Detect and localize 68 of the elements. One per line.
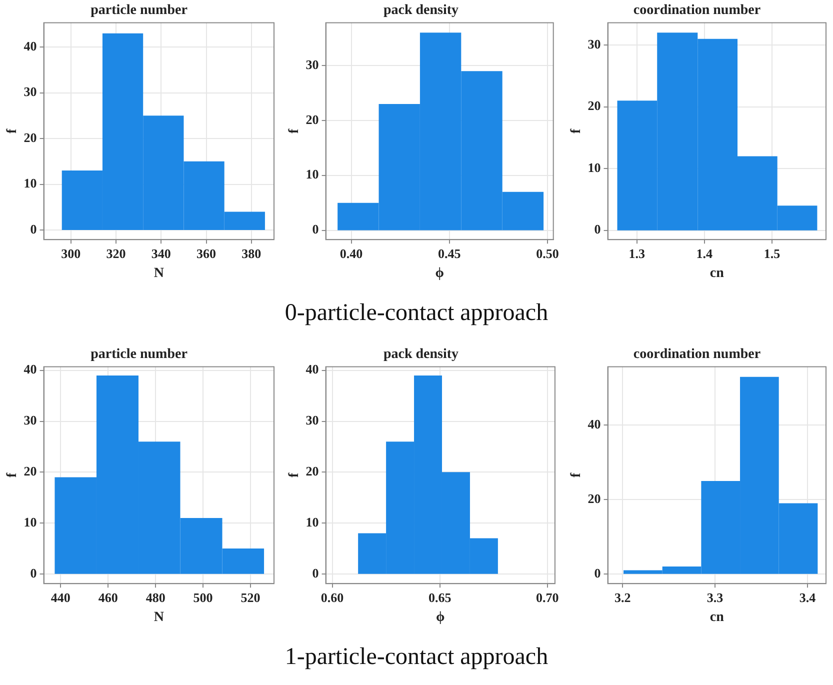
x-tick-label: 3.3 [706,590,724,605]
x-axis-title: ϕ [435,266,444,282]
chart-title: particle number [90,3,188,18]
x-axis-title: cn [710,610,724,626]
chart-title: coordination number [633,3,761,18]
x-axis-title: ϕ [436,610,446,626]
x-tick-label: 340 [151,246,171,261]
y-tick-label: 10 [306,514,319,530]
x-axis-title: N [154,266,164,282]
y-tick-label: 20 [588,490,601,506]
text: 1-particle-contact approach [284,644,548,670]
y-tick-label: 30 [24,84,37,100]
y-axis-title: f [5,128,20,134]
y-tick-label: 40 [24,38,37,54]
y-tick-label: 20 [24,130,37,145]
x-tick-label: 1.5 [764,246,781,261]
chart-title: pack density [383,3,459,18]
y-tick-label: 30 [306,56,319,72]
x-tick-label: 1.4 [696,246,714,261]
y-tick-label: 30 [24,412,37,428]
x-tick-label: 360 [196,246,216,261]
y-tick-label: 40 [588,416,601,432]
x-tick-label: 0.60 [320,590,344,605]
y-tick-label: 0 [30,565,37,580]
x-tick-label: 1.3 [628,246,646,261]
x-tick-label: 3.4 [799,590,816,605]
x-tick-label: 440 [50,590,70,605]
x-axis-title: cn [710,266,724,282]
y-axis-title: f [287,472,302,478]
x-tick-label: 320 [106,246,126,261]
y-tick-label: 20 [306,464,319,479]
x-tick-label: 520 [240,590,260,605]
y-axis-title: f [569,472,584,478]
y-tick-label: 0 [30,221,37,236]
x-tick-label: 480 [146,590,166,605]
x-tick-label: 380 [242,246,262,261]
y-tick-label: 30 [306,412,319,428]
x-axis-title: N [154,610,164,626]
x-tick-label: 460 [98,590,118,605]
x-tick-label: 0.65 [428,590,452,605]
chart-title: coordination number [633,347,761,362]
y-tick-label: 0 [594,565,601,580]
x-tick-label: 3.2 [614,590,631,605]
y-axis-title: f [5,472,20,478]
y-tick-label: 10 [306,166,319,182]
y-tick-label: 0 [312,565,319,580]
y-tick-label: 10 [588,160,601,175]
text: 0-particle-contact approach [284,300,548,326]
y-tick-label: 20 [24,464,37,479]
y-tick-label: 40 [306,362,319,377]
y-tick-label: 40 [24,362,37,377]
y-tick-label: 10 [24,514,37,530]
x-tick-label: 0.70 [536,590,559,605]
x-tick-label: 0.45 [438,246,462,261]
y-tick-label: 0 [312,222,319,237]
y-tick-label: 0 [594,222,601,237]
x-tick-label: 0.40 [340,246,363,261]
x-tick-label: 0.50 [536,246,559,261]
chart-title: particle number [90,347,188,362]
y-axis-title: f [287,128,302,134]
x-tick-label: 500 [193,590,213,605]
y-axis-title: f [569,128,584,134]
chart-title: pack density [383,347,459,362]
y-tick-label: 20 [588,98,601,114]
y-tick-label: 30 [588,36,601,52]
x-tick-label: 300 [61,246,81,261]
y-tick-label: 20 [306,112,319,127]
y-tick-label: 10 [24,176,37,191]
